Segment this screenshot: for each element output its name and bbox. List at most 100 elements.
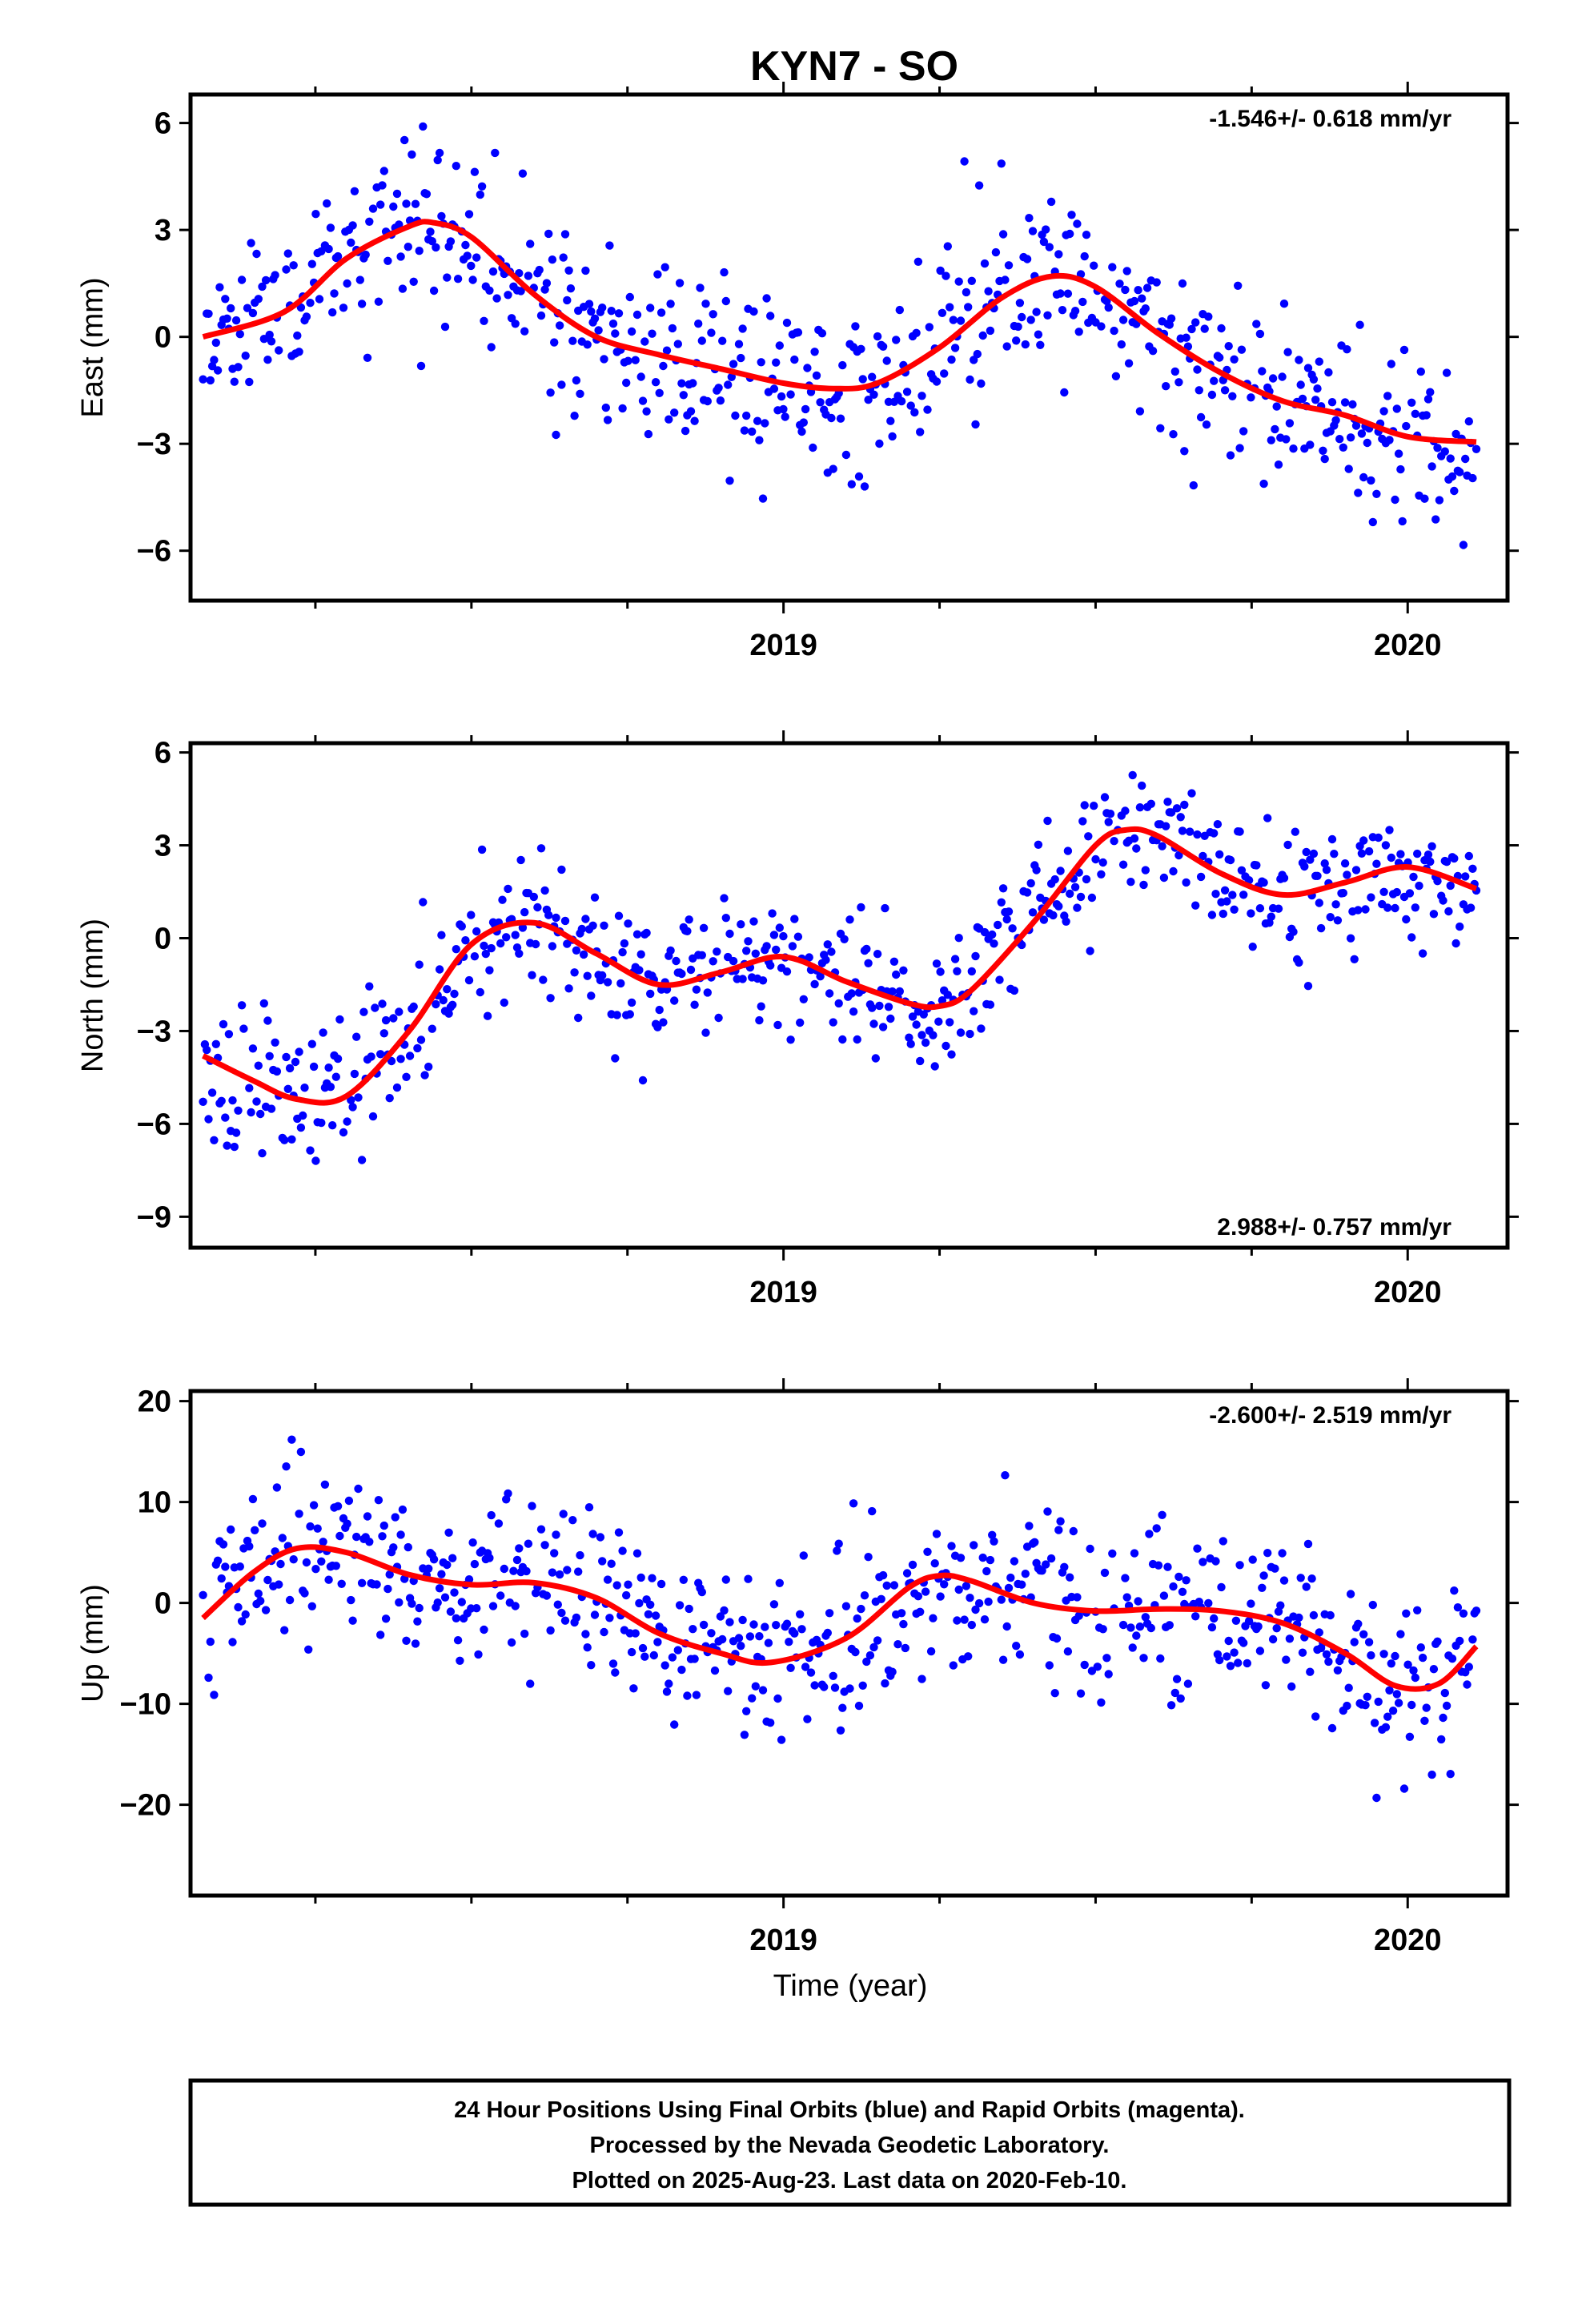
north-point [1283,840,1292,850]
up-point [511,1602,520,1610]
north-frame [188,741,1510,1250]
east-point [812,371,821,380]
east-axis-label: East (mm) [76,277,110,417]
up-point [568,1516,577,1525]
east-point [1315,357,1324,366]
up-point [668,1653,677,1662]
north-xtick-label: 2019 [749,1276,817,1309]
up-point [550,1549,559,1558]
north-point [1415,881,1423,891]
east-point [415,247,424,255]
up-point [841,1602,851,1610]
east-point [703,396,712,406]
up-point [998,1655,1008,1664]
up-point [1268,1634,1278,1644]
north-point [548,942,557,951]
up-point [1204,1598,1213,1608]
north-point [1327,834,1337,844]
north-point [1405,889,1415,898]
east-point [1259,479,1268,489]
up-point [888,1667,897,1676]
up-point [921,1587,930,1596]
east-point [1447,472,1457,481]
up-point [376,1630,385,1639]
east-point [906,401,915,410]
east-point [793,328,803,337]
north-point [405,1051,415,1060]
north-point [988,930,997,939]
north-point [1357,849,1367,858]
up-point [245,1542,254,1551]
north-point [531,939,540,949]
north-point [317,1118,326,1128]
north-point [977,1024,986,1033]
up-point [1453,1603,1463,1612]
north-point [287,1135,296,1144]
east-point [583,340,592,349]
east-point [1392,404,1402,413]
east-point [443,273,452,282]
north-point [324,1063,333,1072]
up-point [1364,1638,1374,1647]
up-point [1407,1700,1416,1710]
up-point [526,1679,535,1688]
east-point [803,364,812,372]
east-point [1383,392,1392,400]
up-point [761,1622,769,1631]
north-point [224,1030,234,1039]
east-point [971,420,980,429]
north-point [779,931,788,941]
east-point [1169,430,1178,439]
east-point [709,310,717,319]
east-point [790,355,799,364]
north-point [659,1018,668,1027]
up-point [199,1590,207,1600]
north-point [655,1005,664,1015]
north-point [1176,813,1185,822]
up-point [1306,1667,1315,1676]
east-point [938,308,947,317]
east-point [973,349,982,359]
east-point [1141,304,1150,313]
north-point [1211,890,1220,899]
east-point [1379,407,1388,416]
east-point [1398,517,1407,526]
north-point [1215,850,1224,859]
east-point [1423,395,1433,404]
east-ytick-label: 3 [155,214,171,247]
east-point [998,230,1008,239]
north-point [1252,861,1261,870]
east-point [659,361,668,371]
east-point [411,199,420,208]
east-point [1431,515,1440,524]
up-point [749,1620,758,1629]
east-point [1082,231,1091,239]
east-point [536,311,546,320]
up-point [1450,1586,1459,1595]
north-point [936,967,945,976]
north-point [737,920,745,929]
east-point [1121,285,1130,295]
up-point [878,1570,888,1580]
north-point [1446,881,1455,891]
east-point [1344,464,1353,473]
up-point [673,1646,682,1655]
north-point [953,967,962,976]
east-point [1472,444,1481,453]
north-panel: 6 3 0 −3 −6 −9 2019 2020 North (mm) 2.988+/- 0.… [76,730,1519,1309]
north-point [905,1033,913,1042]
up-point [254,1589,263,1598]
east-point [1063,289,1073,298]
up-point [1276,1601,1285,1610]
east-point [396,252,405,261]
north-point [1043,816,1052,826]
north-point [420,1071,429,1080]
up-point [528,1502,536,1510]
up-point [452,1614,460,1623]
up-point [450,1588,459,1597]
up-point [648,1574,656,1582]
north-point [1169,866,1178,876]
east-point [468,275,477,284]
east-point [734,340,744,348]
east-point [991,247,1001,257]
